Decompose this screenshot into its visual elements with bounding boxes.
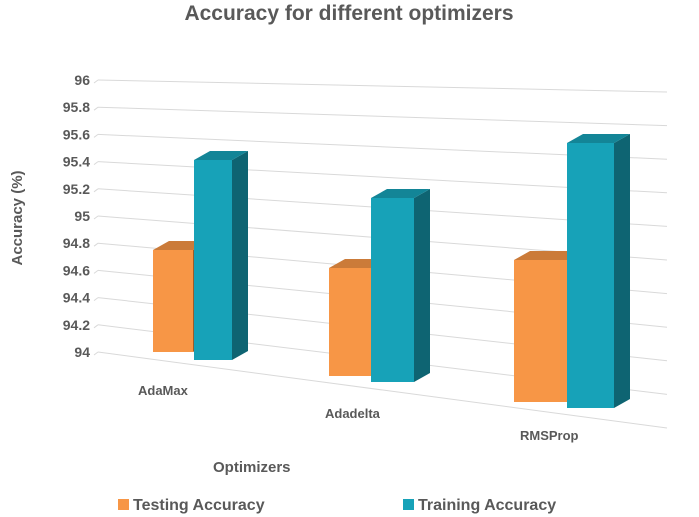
gridline-depth bbox=[93, 133, 99, 138]
bar-training-rmsprop bbox=[567, 134, 630, 408]
chart-title: Accuracy for different optimizers bbox=[184, 2, 513, 25]
legend-swatch-training bbox=[403, 499, 414, 510]
y-tick-label: 95.4 bbox=[63, 154, 90, 170]
bar-training-adadelta-side bbox=[414, 189, 430, 382]
gridline bbox=[97, 106, 668, 127]
x-tick-label: RMSProp bbox=[520, 428, 579, 443]
bar-training-adadelta bbox=[371, 189, 430, 382]
bar-training-adamax-side bbox=[232, 151, 248, 360]
legend-label-training: Training Accuracy bbox=[418, 497, 556, 514]
gridline-depth bbox=[93, 242, 99, 247]
gridline bbox=[97, 351, 668, 429]
gridline-depth bbox=[93, 324, 99, 329]
bar-training-rmsprop-front bbox=[567, 143, 614, 408]
bar-training-adadelta-top bbox=[371, 189, 430, 198]
y-tick-label: 95 bbox=[74, 208, 90, 224]
legend-swatch-testing bbox=[118, 499, 129, 510]
bar-testing-rmsprop-top bbox=[514, 251, 583, 260]
legend-label-testing: Testing Accuracy bbox=[133, 497, 265, 514]
bar-testing-adadelta-front bbox=[329, 268, 371, 376]
y-tick-label: 94.4 bbox=[63, 290, 90, 306]
bar-training-adamax-top bbox=[194, 151, 248, 160]
y-tick-label: 95.8 bbox=[63, 99, 90, 115]
y-tick-label: 96 bbox=[74, 72, 90, 88]
y-tick-label: 94.6 bbox=[63, 262, 90, 278]
bar-testing-rmsprop-front bbox=[514, 260, 567, 402]
bar-training-rmsprop-top bbox=[567, 134, 630, 143]
y-tick-label: 94.2 bbox=[63, 317, 90, 333]
x-tick-label: Adadelta bbox=[325, 406, 381, 421]
legend: Testing Accuracy Training Accuracy bbox=[118, 497, 556, 514]
bar-training-adamax-front bbox=[194, 160, 232, 360]
gridline-depth bbox=[93, 188, 99, 193]
gridline bbox=[97, 79, 668, 93]
y-tick-label: 95.2 bbox=[63, 181, 90, 197]
x-tick-label: AdaMax bbox=[138, 383, 189, 398]
y-axis: 94 94.2 94.4 94.6 94.8 95 95.2 95.4 95.6 95.8 96 bbox=[63, 72, 90, 360]
bar-training-adamax bbox=[194, 151, 248, 360]
y-tick-label: 95.6 bbox=[63, 126, 90, 142]
gridline-depth bbox=[93, 297, 99, 302]
gridline-depth bbox=[93, 269, 99, 274]
bars bbox=[153, 134, 630, 408]
y-tick-label: 94 bbox=[74, 344, 90, 360]
gridline-depth bbox=[93, 351, 99, 356]
gridline-depth bbox=[93, 79, 99, 84]
gridline-depth bbox=[93, 215, 99, 220]
bar-testing-adamax-front bbox=[153, 250, 193, 352]
gridline-depth bbox=[93, 161, 99, 166]
x-axis-label: Optimizers bbox=[213, 459, 291, 476]
bar-training-rmsprop-side bbox=[614, 134, 630, 408]
y-tick-label: 94.8 bbox=[63, 235, 90, 251]
y-axis-label: Accuracy (%) bbox=[9, 170, 26, 265]
gridline-depth bbox=[93, 106, 99, 111]
bar-training-adadelta-front bbox=[371, 198, 414, 382]
x-axis: AdaMax Adadelta RMSProp bbox=[138, 383, 579, 443]
